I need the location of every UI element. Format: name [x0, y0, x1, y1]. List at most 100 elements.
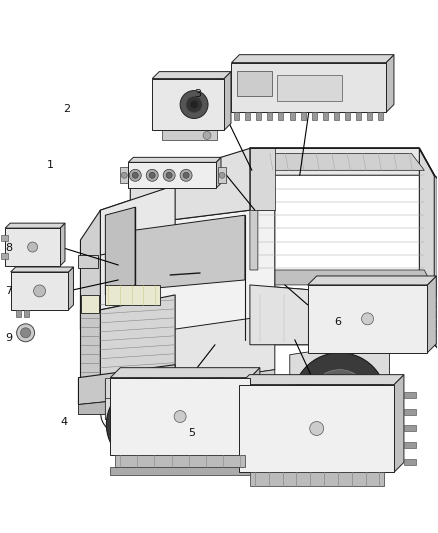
Polygon shape	[162, 131, 217, 140]
Polygon shape	[250, 148, 275, 210]
Polygon shape	[100, 315, 275, 394]
Polygon shape	[81, 210, 100, 330]
Polygon shape	[135, 215, 245, 290]
Polygon shape	[78, 394, 175, 415]
Text: 2: 2	[63, 103, 70, 114]
Bar	[256, 112, 261, 120]
Bar	[279, 112, 283, 120]
Bar	[231, 63, 386, 112]
Bar	[237, 71, 272, 95]
Bar	[334, 112, 339, 120]
Circle shape	[203, 132, 211, 140]
Text: RAM: RAM	[126, 387, 140, 392]
Circle shape	[106, 383, 190, 466]
Polygon shape	[68, 267, 74, 310]
Polygon shape	[106, 207, 135, 295]
Bar	[345, 112, 350, 120]
Circle shape	[310, 370, 370, 430]
Bar	[277, 75, 342, 101]
Polygon shape	[419, 148, 434, 290]
Bar	[16, 310, 21, 317]
Circle shape	[121, 172, 127, 178]
Bar	[78, 255, 99, 268]
Circle shape	[120, 397, 176, 453]
Circle shape	[219, 172, 225, 178]
Polygon shape	[130, 210, 275, 355]
Bar	[300, 112, 306, 120]
Polygon shape	[100, 185, 175, 255]
Polygon shape	[250, 148, 434, 175]
Bar	[308, 285, 427, 353]
Circle shape	[190, 101, 198, 109]
Bar	[11, 272, 68, 310]
Bar	[404, 392, 417, 398]
Bar	[436, 295, 438, 343]
Polygon shape	[250, 285, 434, 345]
Circle shape	[186, 96, 202, 112]
Polygon shape	[81, 310, 100, 379]
Circle shape	[149, 172, 155, 178]
Polygon shape	[81, 370, 175, 379]
Bar	[245, 112, 250, 120]
Bar	[128, 163, 216, 188]
Bar	[250, 472, 385, 486]
Polygon shape	[250, 285, 434, 345]
Bar	[240, 385, 394, 472]
Circle shape	[21, 328, 31, 338]
Text: 1: 1	[47, 160, 54, 171]
Polygon shape	[258, 154, 424, 171]
Bar	[312, 112, 317, 120]
Polygon shape	[152, 71, 231, 78]
Circle shape	[134, 410, 162, 439]
Bar	[404, 442, 417, 448]
Polygon shape	[224, 71, 231, 131]
Bar	[378, 112, 384, 120]
Bar	[24, 310, 28, 317]
Polygon shape	[106, 375, 195, 419]
Circle shape	[180, 91, 208, 118]
Polygon shape	[231, 55, 394, 63]
Polygon shape	[100, 295, 175, 379]
Polygon shape	[128, 157, 221, 163]
Bar	[267, 112, 272, 120]
Polygon shape	[216, 157, 221, 188]
Bar	[120, 167, 128, 183]
Polygon shape	[250, 270, 434, 300]
Bar	[404, 409, 417, 415]
Bar	[404, 425, 417, 432]
Bar	[367, 112, 372, 120]
Bar	[106, 378, 160, 398]
Circle shape	[34, 285, 46, 297]
Polygon shape	[100, 185, 175, 310]
Circle shape	[174, 410, 186, 423]
Bar	[1, 235, 8, 241]
Polygon shape	[78, 365, 175, 405]
Bar	[323, 112, 328, 120]
Polygon shape	[5, 223, 65, 228]
Bar	[81, 295, 99, 313]
Polygon shape	[130, 148, 250, 225]
Circle shape	[310, 422, 324, 435]
Text: 8: 8	[5, 243, 12, 253]
Bar	[356, 112, 361, 120]
Polygon shape	[290, 340, 389, 394]
Circle shape	[361, 313, 374, 325]
Polygon shape	[250, 368, 260, 455]
Circle shape	[325, 385, 355, 415]
Bar	[106, 285, 160, 305]
Bar	[404, 459, 417, 465]
Bar	[115, 455, 245, 467]
Polygon shape	[308, 276, 436, 285]
Circle shape	[180, 169, 192, 181]
Circle shape	[146, 169, 158, 181]
Polygon shape	[250, 148, 258, 270]
Polygon shape	[110, 368, 260, 378]
Polygon shape	[250, 148, 258, 270]
Text: 6: 6	[334, 317, 341, 327]
Circle shape	[293, 353, 386, 447]
Circle shape	[28, 242, 38, 252]
Bar	[234, 112, 239, 120]
Circle shape	[132, 172, 138, 178]
Text: 3: 3	[194, 88, 201, 99]
Text: 4: 4	[61, 416, 68, 426]
